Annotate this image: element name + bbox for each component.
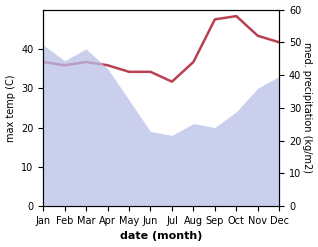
Y-axis label: med. precipitation (kg/m2): med. precipitation (kg/m2) (302, 42, 313, 173)
Y-axis label: max temp (C): max temp (C) (5, 74, 16, 142)
X-axis label: date (month): date (month) (120, 231, 203, 242)
